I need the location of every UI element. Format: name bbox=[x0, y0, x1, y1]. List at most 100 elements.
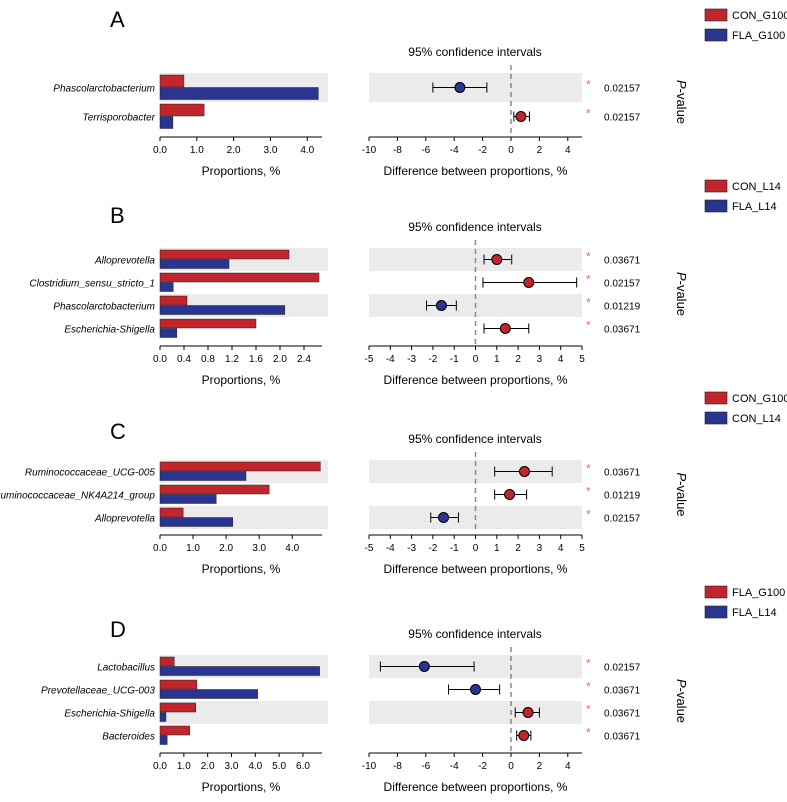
panel-label: A bbox=[110, 7, 125, 32]
diff-tick-label: -5 bbox=[365, 543, 374, 554]
p-value: 0.03671 bbox=[604, 732, 641, 743]
legend-label: CON_L14 bbox=[732, 181, 781, 193]
prop-tick-label: 2.4 bbox=[297, 354, 311, 365]
prop-tick-label: 1.0 bbox=[186, 543, 200, 554]
diff-xlabel: Difference between proportions, % bbox=[384, 562, 568, 576]
diff-tick-label: -8 bbox=[393, 145, 402, 156]
significance-star: * bbox=[586, 273, 591, 287]
prop-tick-label: 0.8 bbox=[201, 354, 215, 365]
significance-star: * bbox=[586, 78, 591, 92]
category-label: Lactobacillus bbox=[97, 663, 155, 674]
category-label: Phascolarctobacterium bbox=[53, 84, 155, 95]
legend-label: CON_G100 bbox=[732, 393, 787, 405]
bar-fla_l14 bbox=[159, 259, 230, 269]
diff-tick-label: 4 bbox=[565, 145, 571, 156]
prop-tick-label: 0.0 bbox=[153, 145, 167, 156]
diff-tick-label: -4 bbox=[450, 761, 459, 772]
ci-point bbox=[518, 466, 530, 477]
bar-con_l14 bbox=[159, 318, 257, 329]
bar-con_l14 bbox=[159, 272, 320, 283]
bar-fla_g100 bbox=[159, 725, 191, 736]
row-stripe bbox=[160, 701, 328, 724]
bar-fla_g100 bbox=[159, 656, 175, 667]
legend-swatch bbox=[704, 8, 728, 22]
ci-point bbox=[454, 82, 466, 93]
category-label: Alloprevotella bbox=[94, 514, 155, 525]
p-value: 0.01219 bbox=[604, 491, 641, 502]
prop-tick-label: 2.0 bbox=[273, 354, 287, 365]
bar-fla_g100 bbox=[159, 116, 174, 129]
pvalue-axis-label-rest: -value bbox=[674, 688, 689, 723]
bar-con_l14 bbox=[159, 517, 233, 527]
diff-tick-label: 1 bbox=[494, 543, 500, 554]
diff-tick-label: 2 bbox=[537, 761, 543, 772]
p-value: 0.02157 bbox=[604, 514, 641, 525]
ci-point bbox=[504, 489, 516, 500]
category-label: Clostridium_sensu_stricto_1 bbox=[29, 279, 155, 290]
bar-fla_l14 bbox=[159, 735, 168, 745]
p-value: 0.01219 bbox=[604, 302, 641, 313]
prop-tick-label: 0.0 bbox=[153, 543, 167, 554]
diff-xlabel: Difference between proportions, % bbox=[384, 780, 568, 794]
bar-con_l14 bbox=[159, 471, 247, 481]
ci-point bbox=[499, 323, 511, 334]
significance-star: * bbox=[586, 319, 591, 333]
diff-tick-label: 0 bbox=[508, 145, 514, 156]
diff-tick-label: 4 bbox=[558, 354, 564, 365]
significance-star: * bbox=[586, 703, 591, 717]
bar-con_g100 bbox=[159, 461, 321, 472]
p-value: 0.03671 bbox=[604, 468, 641, 479]
significance-star: * bbox=[586, 296, 591, 310]
diff-tick-label: -10 bbox=[362, 761, 377, 772]
significance-star: * bbox=[586, 657, 591, 671]
p-value: 0.03671 bbox=[604, 256, 641, 267]
diff-tick-label: -6 bbox=[421, 761, 430, 772]
p-value: 0.02157 bbox=[604, 663, 641, 674]
panel-a: A CON_G100 FLA_G100 95% confidence interval… bbox=[53, 7, 787, 178]
diff-tick-label: -4 bbox=[386, 354, 395, 365]
diff-tick-label: 0 bbox=[508, 761, 514, 772]
legend-label: FLA_L14 bbox=[732, 607, 777, 619]
significance-star: * bbox=[586, 680, 591, 694]
diff-xlabel: Difference between proportions, % bbox=[384, 164, 568, 178]
diff-tick-label: 0 bbox=[473, 543, 479, 554]
legend-label: CON_L14 bbox=[732, 413, 781, 425]
significance-star: * bbox=[586, 250, 591, 264]
prop-xlabel: Proportions, % bbox=[202, 562, 281, 576]
category-label: Ruminococcaceae_NK4A214_group bbox=[0, 491, 155, 502]
ci-point bbox=[435, 300, 447, 311]
prop-tick-label: 2.0 bbox=[219, 543, 233, 554]
diff-tick-label: 2 bbox=[515, 354, 521, 365]
prop-tick-label: 3.0 bbox=[264, 145, 278, 156]
legend-label: CON_G100 bbox=[732, 10, 787, 22]
row-stripe bbox=[369, 701, 582, 724]
legend-swatch bbox=[704, 605, 728, 619]
prop-tick-label: 0.0 bbox=[153, 354, 167, 365]
prop-xlabel: Proportions, % bbox=[202, 373, 281, 387]
row-stripe bbox=[369, 655, 582, 678]
panel-c: C CON_G100 CON_L14 95% confidence intervals… bbox=[0, 391, 787, 576]
panel-b: B CON_L14 FLA_L14 95% confidence intervals A… bbox=[29, 179, 781, 387]
bar-con_l14 bbox=[159, 295, 188, 306]
category-label: Phascolarctobacterium bbox=[53, 302, 155, 313]
category-label: Ruminococcaceae_UCG-005 bbox=[25, 468, 156, 479]
diff-tick-label: -1 bbox=[450, 543, 459, 554]
ci-point bbox=[522, 707, 534, 718]
legend-label: FLA_G100 bbox=[732, 30, 785, 42]
panel-label: B bbox=[110, 203, 125, 228]
ci-point bbox=[515, 111, 527, 122]
pvalue-axis-label-italic: P bbox=[674, 679, 689, 688]
legend-swatch bbox=[704, 199, 728, 213]
diff-tick-label: -2 bbox=[478, 145, 487, 156]
diff-tick-label: -2 bbox=[428, 543, 437, 554]
bar-con_g100 bbox=[159, 484, 270, 495]
category-label: Alloprevotella bbox=[94, 256, 155, 267]
significance-star: * bbox=[586, 508, 591, 522]
prop-tick-label: 4.0 bbox=[248, 761, 262, 772]
pvalue-axis-label-italic: P bbox=[674, 472, 689, 481]
ci-point bbox=[491, 254, 503, 265]
ci-point bbox=[523, 277, 535, 288]
legend-swatch bbox=[704, 585, 728, 599]
p-value: 0.02157 bbox=[604, 279, 641, 290]
bar-con_l14 bbox=[159, 494, 217, 504]
